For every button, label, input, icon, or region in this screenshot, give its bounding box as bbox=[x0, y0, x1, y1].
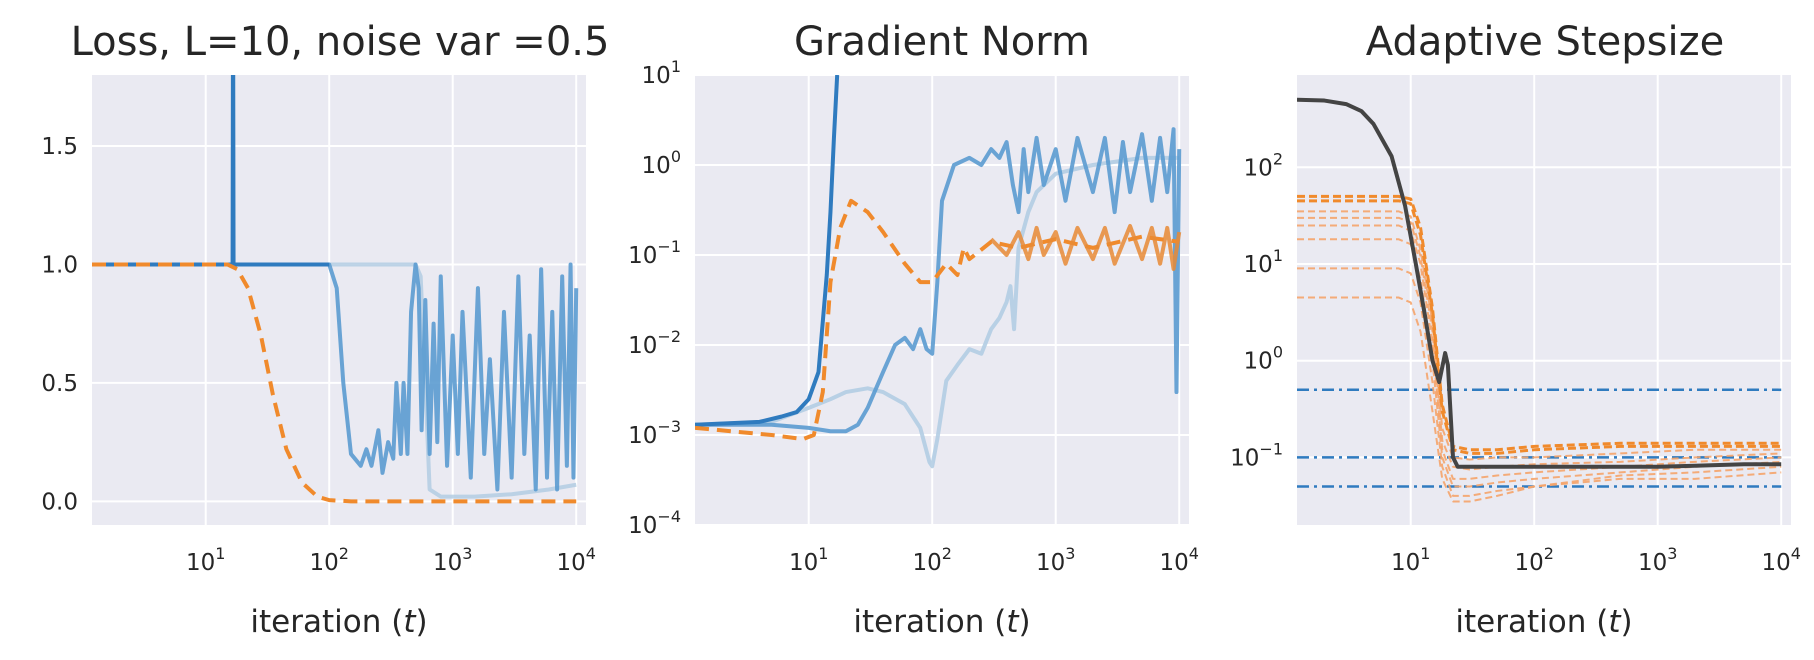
y-tick-label: 0.5 bbox=[41, 371, 78, 397]
adaptive-stepsize-series-group bbox=[1297, 97, 1782, 503]
loss-xlabel: iteration (t) bbox=[250, 604, 427, 640]
x-tick-label: 103 bbox=[1036, 544, 1075, 576]
x-tick-label: 104 bbox=[1761, 544, 1800, 576]
gradient-norm-xlabel: iteration (t) bbox=[853, 604, 1030, 640]
gradient-norm-series-group bbox=[695, 75, 1182, 469]
y-tick-label: 10−1 bbox=[1230, 439, 1283, 471]
gradient-norm-plot-area bbox=[695, 75, 1189, 525]
y-tick-label: 102 bbox=[1244, 149, 1283, 181]
series-line-0 bbox=[92, 262, 577, 499]
series-line-1 bbox=[695, 127, 1182, 434]
y-tick-label: 101 bbox=[1244, 246, 1283, 278]
series-line-2 bbox=[695, 75, 840, 427]
adaptive-stepsize-tick-labels: 101 102 103 104 10−1 100 101 102 bbox=[1230, 149, 1801, 576]
adaptive-stepsize-title: Adaptive Stepsize bbox=[1366, 19, 1724, 65]
series-line-0 bbox=[695, 155, 1180, 469]
x-tick-label: 102 bbox=[1514, 544, 1553, 576]
adaptive-stepsize-panel: Adaptive Stepsize 101 102 103 10410−1100101… bbox=[1230, 19, 1801, 640]
gradient-norm-tick-labels: 101 102 103 104 10−4 10−3 10−2 10−1 100 101 bbox=[628, 57, 1199, 576]
gradient-norm-gridlines bbox=[695, 74, 1189, 526]
x-tick-label: 101 bbox=[186, 544, 225, 576]
x-tick-label: 103 bbox=[1638, 544, 1677, 576]
x-tick-label: 104 bbox=[556, 544, 595, 576]
series-line-3 bbox=[1297, 296, 1782, 503]
series-line-8 bbox=[1297, 210, 1782, 461]
y-tick-label: 1.0 bbox=[41, 252, 78, 278]
series-line-3 bbox=[92, 262, 577, 504]
loss-tick-labels: 101 102 103 104 0.0 0.5 1.0 1.5 bbox=[41, 134, 596, 576]
series-line-4 bbox=[989, 224, 1182, 271]
y-tick-label: 1.5 bbox=[41, 134, 78, 160]
x-tick-label: 102 bbox=[309, 544, 348, 576]
adaptive-stepsize-xlabel: iteration (t) bbox=[1455, 604, 1632, 640]
series-line-1 bbox=[92, 262, 579, 492]
gradient-norm-title: Gradient Norm bbox=[794, 19, 1090, 65]
loss-series-group bbox=[92, 75, 579, 504]
y-tick-label: 10−1 bbox=[628, 237, 681, 269]
loss-gridlines bbox=[92, 75, 586, 525]
loss-panel: Loss, L=10, noise var =0.5 101 102 103 104 0… bbox=[41, 19, 609, 640]
y-tick-label: 100 bbox=[642, 147, 681, 179]
y-tick-label: 10−3 bbox=[628, 417, 681, 449]
series-line-11 bbox=[1297, 97, 1782, 469]
series-line-4 bbox=[1297, 267, 1782, 497]
series-line-7 bbox=[1297, 216, 1782, 471]
x-tick-label: 101 bbox=[789, 544, 828, 576]
y-tick-label: 10−2 bbox=[628, 327, 681, 359]
y-tick-label: 10−4 bbox=[628, 507, 681, 539]
x-tick-label: 102 bbox=[912, 544, 951, 576]
y-tick-label: 100 bbox=[1244, 343, 1283, 375]
y-tick-label: 0.0 bbox=[41, 489, 78, 515]
x-tick-label: 103 bbox=[433, 544, 472, 576]
x-tick-label: 101 bbox=[1391, 544, 1430, 576]
x-tick-label: 104 bbox=[1159, 544, 1198, 576]
gradient-norm-panel: Gradient Norm 101 102 103 10410−410−310−210… bbox=[628, 19, 1199, 640]
y-tick-label: 101 bbox=[642, 57, 681, 89]
loss-title: Loss, L=10, noise var =0.5 bbox=[71, 19, 610, 65]
